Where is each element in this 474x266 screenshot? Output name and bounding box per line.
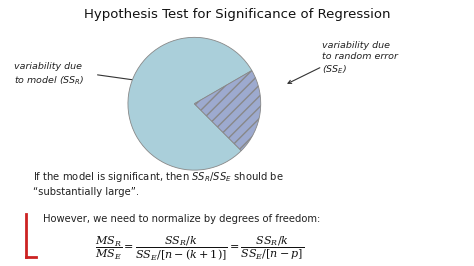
Wedge shape <box>128 37 252 170</box>
Text: If the model is significant, then $SS_R$/$SS_E$ should be
“substantially large”.: If the model is significant, then $SS_R$… <box>33 170 284 197</box>
Text: However, we need to normalize by degrees of freedom:: However, we need to normalize by degrees… <box>43 214 320 224</box>
Text: $\dfrac{MS_R}{MS_E} = \dfrac{SS_R/k}{SS_E/[n-(k+1)]} = \dfrac{SS_R/k}{SS_E/[n-p]: $\dfrac{MS_R}{MS_E} = \dfrac{SS_R/k}{SS_… <box>94 235 304 264</box>
Text: Hypothesis Test for Significance of Regression: Hypothesis Test for Significance of Regr… <box>84 8 390 21</box>
Text: variability due
to random error
($SS_E$): variability due to random error ($SS_E$) <box>322 41 398 76</box>
Wedge shape <box>194 70 261 151</box>
Text: variability due
to model ($SS_R$): variability due to model ($SS_R$) <box>14 63 85 86</box>
